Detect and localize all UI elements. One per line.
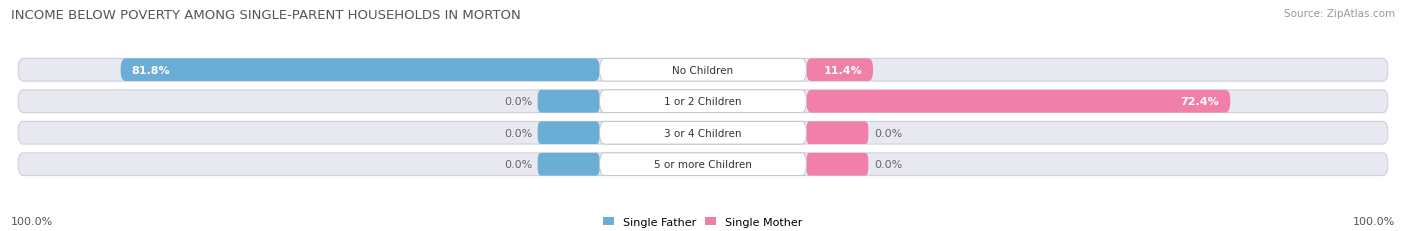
FancyBboxPatch shape: [599, 153, 807, 176]
Text: 0.0%: 0.0%: [503, 128, 531, 138]
Text: 100.0%: 100.0%: [1353, 216, 1395, 226]
FancyBboxPatch shape: [18, 122, 1388, 144]
Text: 72.4%: 72.4%: [1181, 97, 1219, 107]
FancyBboxPatch shape: [599, 59, 807, 82]
FancyBboxPatch shape: [18, 91, 1388, 113]
FancyBboxPatch shape: [18, 59, 1388, 82]
Text: 5 or more Children: 5 or more Children: [654, 160, 752, 170]
FancyBboxPatch shape: [599, 91, 807, 113]
Text: No Children: No Children: [672, 65, 734, 75]
Text: 3 or 4 Children: 3 or 4 Children: [664, 128, 742, 138]
Text: INCOME BELOW POVERTY AMONG SINGLE-PARENT HOUSEHOLDS IN MORTON: INCOME BELOW POVERTY AMONG SINGLE-PARENT…: [11, 9, 522, 22]
FancyBboxPatch shape: [18, 153, 1388, 176]
FancyBboxPatch shape: [537, 153, 599, 176]
FancyBboxPatch shape: [121, 59, 599, 82]
FancyBboxPatch shape: [807, 122, 869, 144]
Text: 0.0%: 0.0%: [875, 160, 903, 170]
FancyBboxPatch shape: [807, 153, 869, 176]
Text: 1 or 2 Children: 1 or 2 Children: [664, 97, 742, 107]
Text: 0.0%: 0.0%: [503, 160, 531, 170]
FancyBboxPatch shape: [807, 59, 873, 82]
FancyBboxPatch shape: [599, 122, 807, 144]
Text: 100.0%: 100.0%: [11, 216, 53, 226]
Text: 11.4%: 11.4%: [824, 65, 862, 75]
Text: 0.0%: 0.0%: [503, 97, 531, 107]
Text: 0.0%: 0.0%: [875, 128, 903, 138]
FancyBboxPatch shape: [537, 122, 599, 144]
FancyBboxPatch shape: [807, 91, 1230, 113]
Legend: Single Father, Single Mother: Single Father, Single Mother: [603, 217, 803, 227]
Text: 81.8%: 81.8%: [132, 65, 170, 75]
Text: Source: ZipAtlas.com: Source: ZipAtlas.com: [1284, 9, 1395, 19]
FancyBboxPatch shape: [537, 91, 599, 113]
